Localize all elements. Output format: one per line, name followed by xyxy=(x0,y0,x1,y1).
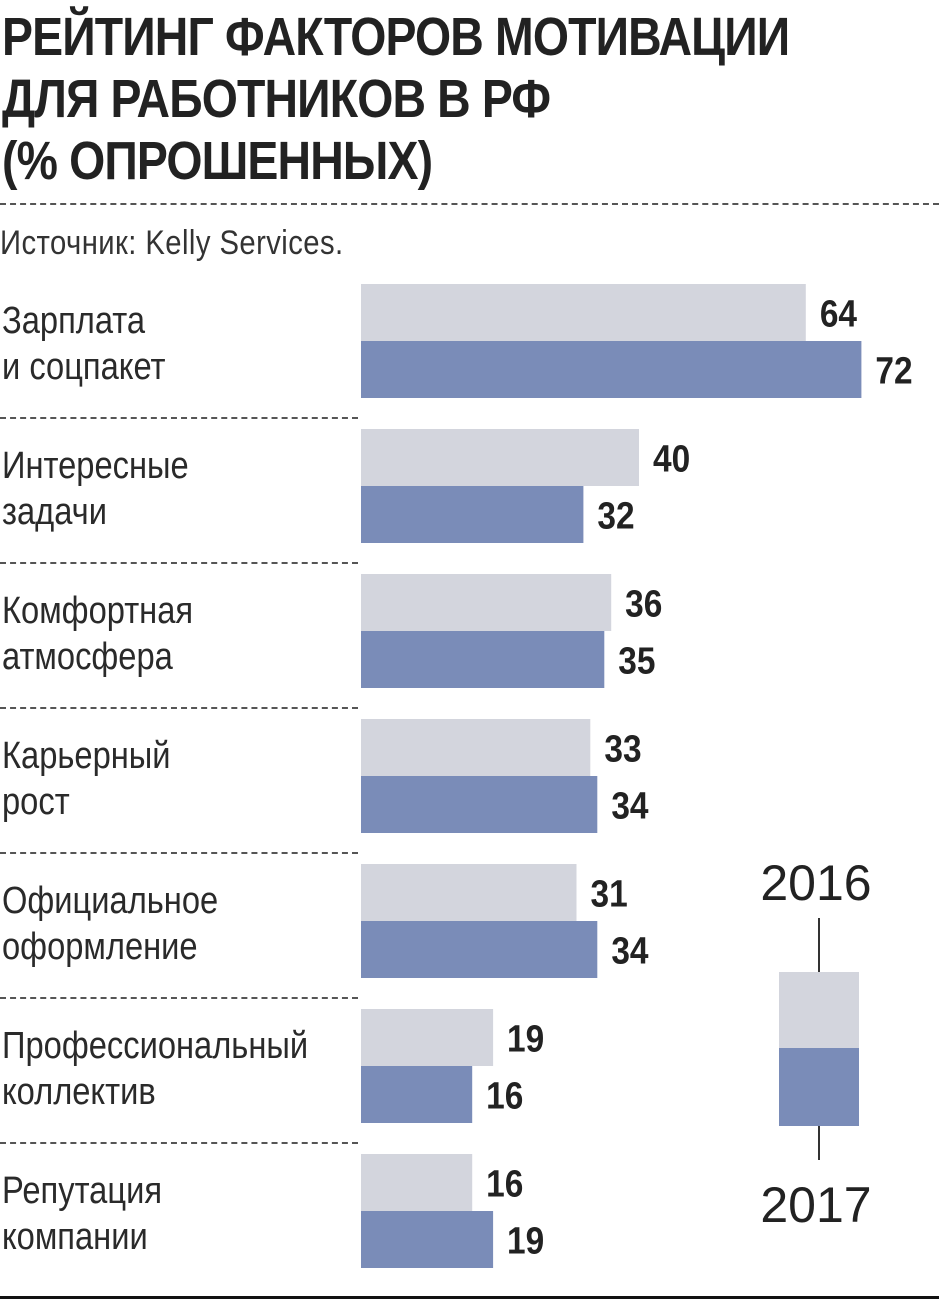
value-label-2017: 19 xyxy=(507,1220,544,1262)
value-label-2016: 40 xyxy=(653,438,690,480)
category-label-line: Комфортная xyxy=(2,590,194,632)
group-divider xyxy=(0,997,358,999)
category-label: Зарплата и соцпакет xyxy=(2,298,166,390)
group-divider xyxy=(0,417,358,419)
bar-2017 xyxy=(361,486,584,543)
legend-label-2016: 2016 xyxy=(760,855,871,911)
group-divider xyxy=(0,1142,358,1144)
category-label-line: компании xyxy=(2,1216,148,1258)
legend-swatch-2016 xyxy=(779,972,859,1048)
legend-swatch-2017 xyxy=(779,1048,859,1126)
value-label-2016: 19 xyxy=(507,1018,544,1060)
value-label-2017: 35 xyxy=(618,640,655,682)
value-label-2017: 72 xyxy=(875,350,912,392)
bar-2016 xyxy=(361,1154,473,1211)
bar-2016 xyxy=(361,429,639,486)
category-label-line: Профессиональный xyxy=(2,1025,309,1067)
category-label-line: задачи xyxy=(2,491,107,533)
group-divider xyxy=(0,562,358,564)
category-label: Профессиональный коллектив xyxy=(2,1023,308,1115)
category-label: Репутация компании xyxy=(2,1168,162,1260)
bar-2017 xyxy=(361,776,598,833)
bar-2016 xyxy=(361,719,591,776)
category-label-line: оформление xyxy=(2,926,198,968)
category-label-line: атмосфера xyxy=(2,636,173,678)
category-label-line: коллектив xyxy=(2,1071,156,1113)
category-label-line: и соцпакет xyxy=(2,346,166,388)
value-label-2017: 16 xyxy=(486,1075,523,1117)
bar-2016 xyxy=(361,574,612,631)
group-divider xyxy=(0,707,358,709)
category-label-line: Зарплата xyxy=(2,300,146,342)
title-line-1: Рейтинг факторов мотивации xyxy=(2,7,790,67)
bar-2017 xyxy=(361,1066,473,1123)
bar-2016 xyxy=(361,864,577,921)
title-line-2: для работников в РФ xyxy=(2,69,551,129)
bottom-rule xyxy=(0,1296,939,1299)
value-label-2016: 31 xyxy=(591,873,628,915)
group-divider xyxy=(0,852,358,854)
category-label: Комфортная атмосфера xyxy=(2,588,193,680)
bar-2017 xyxy=(361,921,598,978)
bar-2016 xyxy=(361,284,806,341)
source-note: Источник: Kelly Services. xyxy=(0,224,344,262)
bar-2017 xyxy=(361,1211,494,1268)
bar-2017 xyxy=(361,631,605,688)
category-label: Карьерный рост xyxy=(2,733,171,825)
value-label-2017: 34 xyxy=(611,930,648,972)
value-label-2016: 33 xyxy=(604,728,641,770)
category-label-line: Интересные xyxy=(2,445,189,487)
bar-2016 xyxy=(361,1009,494,1066)
category-label-line: Репутация xyxy=(2,1170,163,1212)
category-label: Интересные задачи xyxy=(2,443,189,535)
category-label-line: Карьерный xyxy=(2,735,171,777)
category-label-line: рост xyxy=(2,781,70,823)
value-label-2016: 16 xyxy=(486,1163,523,1205)
value-label-2017: 34 xyxy=(611,785,648,827)
title-line-3: (% опрошенных) xyxy=(2,131,433,191)
value-label-2016: 64 xyxy=(820,293,857,335)
category-label: Официальное оформление xyxy=(2,878,218,970)
legend-label-2017: 2017 xyxy=(760,1177,871,1233)
bar-2017 xyxy=(361,341,862,398)
category-label-line: Официальное xyxy=(2,880,219,922)
header-divider xyxy=(0,203,939,205)
value-label-2016: 36 xyxy=(625,583,662,625)
value-label-2017: 32 xyxy=(597,495,634,537)
chart-title: Рейтинг факторов мотивации для работнико… xyxy=(2,6,802,192)
